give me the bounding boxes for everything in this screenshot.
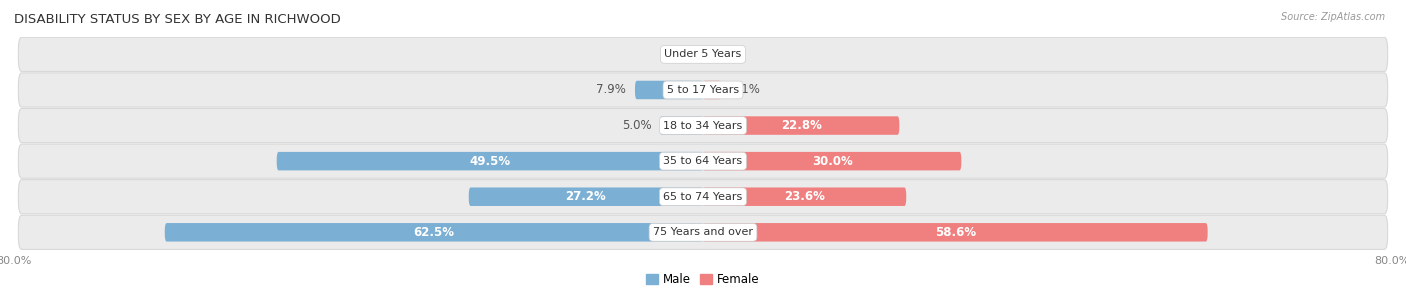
FancyBboxPatch shape bbox=[703, 223, 1208, 242]
Text: 23.6%: 23.6% bbox=[785, 190, 825, 203]
FancyBboxPatch shape bbox=[636, 81, 703, 99]
Text: 5 to 17 Years: 5 to 17 Years bbox=[666, 85, 740, 95]
FancyBboxPatch shape bbox=[18, 215, 1388, 249]
FancyBboxPatch shape bbox=[703, 116, 900, 135]
Legend: Male, Female: Male, Female bbox=[641, 269, 765, 291]
Text: 65 to 74 Years: 65 to 74 Years bbox=[664, 192, 742, 202]
Text: 58.6%: 58.6% bbox=[935, 226, 976, 239]
Text: 0.0%: 0.0% bbox=[661, 48, 690, 61]
FancyBboxPatch shape bbox=[703, 81, 721, 99]
FancyBboxPatch shape bbox=[659, 116, 703, 135]
FancyBboxPatch shape bbox=[277, 152, 703, 170]
Text: 75 Years and over: 75 Years and over bbox=[652, 227, 754, 237]
Text: Source: ZipAtlas.com: Source: ZipAtlas.com bbox=[1281, 12, 1385, 22]
Text: 0.0%: 0.0% bbox=[716, 48, 745, 61]
Text: 2.1%: 2.1% bbox=[730, 84, 759, 96]
Text: 35 to 64 Years: 35 to 64 Years bbox=[664, 156, 742, 166]
FancyBboxPatch shape bbox=[703, 188, 907, 206]
FancyBboxPatch shape bbox=[18, 180, 1388, 214]
Text: 18 to 34 Years: 18 to 34 Years bbox=[664, 120, 742, 131]
FancyBboxPatch shape bbox=[468, 188, 703, 206]
FancyBboxPatch shape bbox=[18, 73, 1388, 107]
FancyBboxPatch shape bbox=[18, 37, 1388, 71]
Text: 5.0%: 5.0% bbox=[621, 119, 651, 132]
Text: 7.9%: 7.9% bbox=[596, 84, 626, 96]
Text: 22.8%: 22.8% bbox=[780, 119, 821, 132]
FancyBboxPatch shape bbox=[18, 109, 1388, 143]
Text: 30.0%: 30.0% bbox=[811, 155, 852, 168]
FancyBboxPatch shape bbox=[703, 152, 962, 170]
Text: 49.5%: 49.5% bbox=[470, 155, 510, 168]
Text: DISABILITY STATUS BY SEX BY AGE IN RICHWOOD: DISABILITY STATUS BY SEX BY AGE IN RICHW… bbox=[14, 13, 340, 26]
FancyBboxPatch shape bbox=[165, 223, 703, 242]
Text: Under 5 Years: Under 5 Years bbox=[665, 49, 741, 59]
Text: 62.5%: 62.5% bbox=[413, 226, 454, 239]
Text: 27.2%: 27.2% bbox=[565, 190, 606, 203]
FancyBboxPatch shape bbox=[18, 144, 1388, 178]
